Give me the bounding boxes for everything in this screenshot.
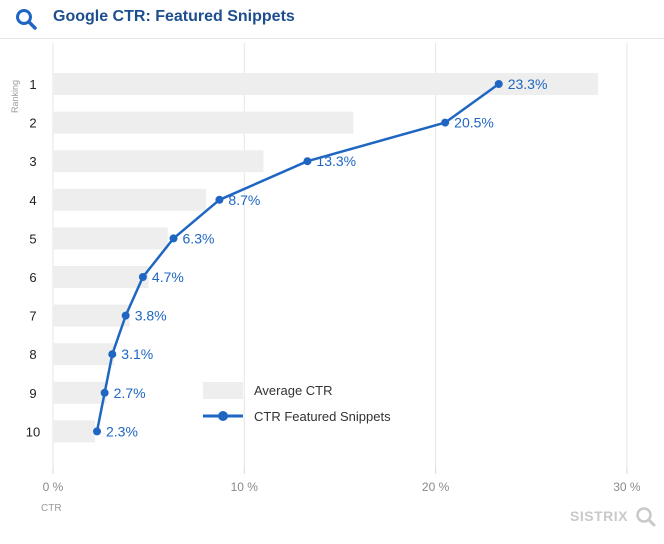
chart-area: 23.3% 20.5% 13.3% 8.7% 6.3% 4.7% 3.8% 3.1% 2.7% 2… <box>10 43 641 514</box>
data-label: 3.8% <box>135 308 167 324</box>
featured-snippets-point <box>215 195 224 204</box>
legend-label-ctr-featured-snippets: CTR Featured Snippets <box>254 409 391 424</box>
ranking-labels: 1 2 3 4 5 6 7 8 9 10 <box>26 77 40 439</box>
featured-snippets-point <box>100 388 109 397</box>
average-ctr-bar <box>53 266 149 288</box>
featured-snippets-point <box>303 157 312 166</box>
legend-swatch-average-ctr <box>203 382 243 399</box>
x-tick-label: 30 % <box>613 480 641 494</box>
x-axis-title: CTR <box>41 503 62 514</box>
value-labels: 23.3% 20.5% 13.3% 8.7% 6.3% 4.7% 3.8% 3.1% 2.7% 2… <box>106 76 547 439</box>
data-label: 8.7% <box>228 192 260 208</box>
chart-header: Google CTR: Featured Snippets <box>0 0 664 39</box>
legend: Average CTR CTR Featured Snippets <box>203 382 391 424</box>
data-label: 13.3% <box>316 153 356 169</box>
ranking-label: 4 <box>29 193 36 208</box>
data-label: 3.1% <box>121 346 153 362</box>
average-ctr-bar <box>53 188 207 211</box>
featured-snippets-point <box>441 118 450 127</box>
featured-snippets-points <box>92 80 503 436</box>
data-label: 20.5% <box>454 115 494 131</box>
average-ctr-bar <box>53 304 130 327</box>
featured-snippets-line-path <box>95 82 500 432</box>
data-label: 2.3% <box>106 423 138 439</box>
featured-snippets-line <box>95 82 500 432</box>
legend-swatch-point <box>218 411 228 421</box>
ranking-label: 2 <box>29 116 36 131</box>
data-label: 23.3% <box>508 76 548 92</box>
data-label: 2.7% <box>114 385 146 401</box>
featured-snippets-point <box>138 273 147 281</box>
ranking-label: 6 <box>29 270 36 285</box>
ranking-label: 9 <box>29 386 36 401</box>
magnifier-icon <box>636 507 656 527</box>
data-label: 6.3% <box>183 230 215 246</box>
average-ctr-bar <box>53 150 264 173</box>
featured-snippets-point <box>108 350 117 359</box>
x-tick-label: 10 % <box>231 480 259 494</box>
ranking-label: 7 <box>29 309 36 324</box>
x-tick-label: 0 % <box>43 480 64 494</box>
chart-title: Google CTR: Featured Snippets <box>53 8 295 25</box>
ranking-label: 10 <box>26 424 40 439</box>
x-tick-label: 20 % <box>422 480 450 494</box>
average-ctr-bar <box>53 343 115 366</box>
gridlines <box>52 43 628 466</box>
brand-text: SISTRIX <box>570 508 628 524</box>
search-icon[interactable] <box>14 7 38 31</box>
average-ctr-bar <box>53 227 168 250</box>
sistrix-logo: SISTRIX <box>570 506 660 528</box>
average-ctr-bars <box>53 73 599 443</box>
featured-snippets-point <box>92 427 101 436</box>
average-ctr-bar <box>53 381 107 404</box>
average-ctr-bar <box>53 73 599 95</box>
data-label: 4.7% <box>152 269 184 285</box>
legend-label-average-ctr: Average CTR <box>254 383 333 398</box>
x-axis-ticks: 0 % 10 % 20 % 30 % <box>43 466 641 494</box>
featured-snippets-point <box>494 80 503 88</box>
ranking-label: 3 <box>29 154 36 169</box>
ranking-label: 5 <box>29 231 36 246</box>
ranking-label: 8 <box>29 347 36 362</box>
y-axis-title: Ranking <box>10 80 20 113</box>
average-ctr-bar <box>53 111 354 134</box>
featured-snippets-point <box>169 234 178 243</box>
ranking-label: 1 <box>29 77 36 92</box>
featured-snippets-point <box>121 311 130 320</box>
average-ctr-bar <box>53 420 96 443</box>
